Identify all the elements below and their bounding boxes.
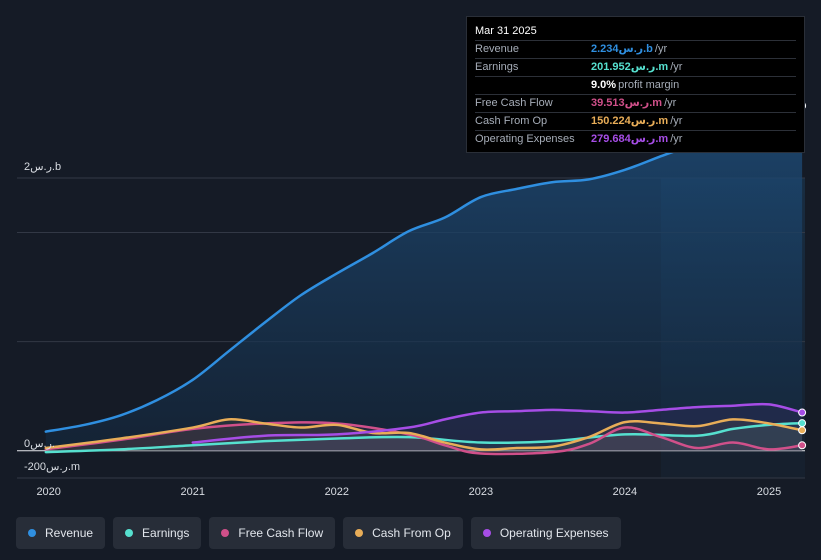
tooltip-row: Free Cash Flow 39.513ر.س.m/yr: [475, 95, 796, 113]
legend-dot-icon: [221, 529, 230, 537]
tooltip-row-unit: /yr: [670, 115, 683, 127]
tooltip-row: Revenue 2.234ر.س.b/yr: [475, 41, 796, 59]
legend-dot-icon: [482, 529, 491, 537]
tooltip-row-label: Earnings: [475, 61, 519, 73]
tooltip-row: Cash From Op 150.224ر.س.m/yr: [475, 113, 796, 131]
legend-dot-icon: [28, 529, 36, 537]
tooltip-row-value: 39.513ر.س.m: [591, 97, 663, 109]
tooltip-row-unit: /yr: [670, 133, 683, 145]
tooltip-row-value: 201.952ر.س.m: [591, 61, 669, 73]
tooltip-row-label: [475, 77, 591, 94]
tooltip-row-value: 150.224ر.س.m: [591, 115, 669, 127]
x-axis-ticks: 2020 2021 2022 2023 2024 2025: [36, 486, 781, 498]
tooltip-row-unit: /yr: [670, 61, 683, 73]
legend-item-label: Operating Expenses: [499, 526, 609, 540]
legend-item-label: Earnings: [142, 526, 190, 540]
legend-item-earnings[interactable]: Earnings: [113, 517, 202, 549]
legend-item-revenue[interactable]: Revenue: [16, 517, 106, 549]
operating-expenses-endpoint: [798, 408, 807, 417]
cash-from-op-endpoint: [798, 426, 807, 435]
tooltip-row: 9.0% profit margin: [475, 77, 796, 95]
x-tick-2024: 2024: [613, 486, 637, 498]
tooltip-row-unit: /yr: [664, 97, 677, 109]
tooltip-row-label: Revenue: [475, 43, 520, 55]
tooltip-row-value: 2.234ر.س.b: [591, 43, 653, 55]
tooltip-panel: Mar 31 2025 Revenue 2.234ر.س.b/yr Earnings…: [466, 16, 805, 153]
legend-item-label: Revenue: [45, 526, 94, 540]
tooltip-row-label: Operating Expenses: [475, 133, 575, 145]
y-label-top: 2ر.س.b: [24, 161, 61, 173]
legend-dot-icon: [125, 529, 134, 537]
tooltip-row-label: Free Cash Flow: [475, 97, 553, 109]
x-tick-2021: 2021: [181, 486, 205, 498]
earnings-area: [45, 423, 803, 453]
x-tick-2020: 2020: [36, 486, 60, 498]
tooltip-row: Earnings 201.952ر.س.m/yr: [475, 59, 796, 77]
earnings-endpoint: [798, 419, 807, 428]
tooltip-row-value: 279.684ر.س.m: [591, 133, 669, 145]
x-tick-2023: 2023: [469, 486, 493, 498]
tooltip-row-unit: /yr: [654, 43, 668, 55]
legend-item-label: Free Cash Flow: [238, 526, 324, 540]
legend-item-operating-expenses[interactable]: Operating Expenses: [470, 517, 621, 549]
y-label-bottom: -200ر.س.m: [24, 461, 80, 473]
cash-from-op-line: [44, 418, 804, 451]
tooltip-date: Mar 31 2025: [475, 23, 796, 41]
operating-expenses-line: [191, 402, 804, 444]
tooltip-row-label: Cash From Op: [475, 115, 548, 127]
free-cash-flow-line: [44, 421, 804, 456]
x-tick-2025: 2025: [757, 486, 781, 498]
legend-item-label: Cash From Op: [372, 526, 451, 540]
series-areas: [45, 105, 803, 454]
legend-item-cash-from-op[interactable]: Cash From Op: [343, 517, 463, 549]
free-cash-flow-endpoint: [798, 441, 807, 450]
tooltip-row-unit: profit margin: [618, 79, 680, 91]
x-tick-2022: 2022: [325, 486, 349, 498]
free-cash-flow-area: [45, 422, 803, 454]
earnings-line: [44, 421, 804, 454]
tooltip-row-value: 9.0%: [591, 79, 617, 91]
tooltip-row: Operating Expenses 279.684ر.س.m/yr: [475, 131, 796, 148]
legend-dot-icon: [355, 529, 364, 537]
revenue-area: [45, 105, 803, 451]
legend-item-free-cash-flow[interactable]: Free Cash Flow: [209, 517, 336, 549]
y-label-zero: 0ر.س.: [24, 438, 55, 450]
legend: Revenue Earnings Free Cash Flow Cash From O…: [16, 517, 629, 549]
tooltip-rows: Revenue 2.234ر.س.b/yr Earnings 201.952ر.س.m…: [475, 41, 796, 148]
